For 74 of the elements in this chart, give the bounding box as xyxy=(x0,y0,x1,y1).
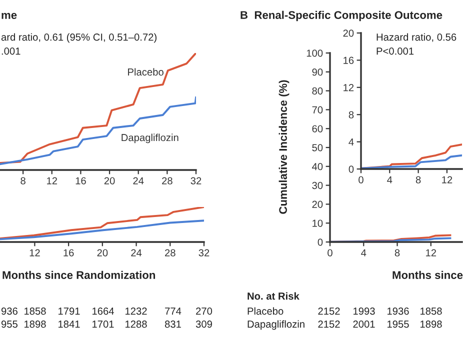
text: 309 xyxy=(196,320,212,328)
x-tick-label: 24 xyxy=(131,249,142,256)
annotation: Hazard ratio, 0.56 xyxy=(376,33,456,42)
text: Placebo xyxy=(248,307,284,315)
text: 1701 xyxy=(92,320,114,328)
y-tick-label: 12 xyxy=(344,84,354,92)
x-tick-label: 24 xyxy=(133,177,144,184)
x-tick-label: 4 xyxy=(387,176,392,184)
x-tick-label: 8 xyxy=(20,177,26,184)
x-tick-label: 32 xyxy=(190,177,202,184)
text: 1936 xyxy=(387,308,409,315)
text: Dapagliflozin xyxy=(248,320,304,330)
x-tick-label: 32 xyxy=(198,249,210,256)
y-tick-label: 16 xyxy=(344,56,354,64)
text: 774 xyxy=(165,308,182,315)
text: 1288 xyxy=(125,320,147,328)
text: 1898 xyxy=(420,320,442,328)
x-tick-label: 12 xyxy=(442,176,452,184)
text: ard ratio, 0.61 (95% CI, 0.51–0.72) xyxy=(1,33,156,43)
y-tick-label: 20 xyxy=(312,200,323,208)
y-tick-label: 60 xyxy=(312,125,323,132)
y-tick-label: 20 xyxy=(343,30,354,37)
text: 1993 xyxy=(353,308,375,315)
y-tick-label: 10 xyxy=(312,220,323,227)
y-axis-title: Cumulative Incidence (%) xyxy=(278,80,290,214)
text: 2152 xyxy=(318,308,340,315)
y-tick-label: 70 xyxy=(312,106,323,114)
y-tick-label: 80 xyxy=(312,87,323,95)
text: 2001 xyxy=(353,320,375,328)
x-tick-label: 28 xyxy=(162,177,172,184)
series-label: Dapagliflozin xyxy=(122,134,178,144)
chart-title: me xyxy=(2,12,17,19)
x-tick-label: 20 xyxy=(97,249,108,256)
x-tick-label: 0 xyxy=(358,176,364,184)
y-tick-label: 40 xyxy=(312,162,323,170)
x-axis-title: Months since xyxy=(392,270,463,279)
x-tick-label: 16 xyxy=(76,177,86,184)
y-tick-label: 50 xyxy=(312,144,323,152)
x-tick-label: 28 xyxy=(165,249,176,256)
x-tick-label: 12 xyxy=(426,249,436,256)
text: 936 xyxy=(1,308,18,315)
text: 270 xyxy=(196,308,212,315)
y-tick-label: 0 xyxy=(318,238,323,246)
text: 1791 xyxy=(58,308,80,315)
text: No. at Risk xyxy=(248,292,300,300)
x-axis-title: Months since Randomization xyxy=(2,270,156,279)
text: 1858 xyxy=(24,308,46,315)
x-tick-label: 20 xyxy=(104,177,115,184)
annotation: .001 xyxy=(2,48,20,55)
text: 1232 xyxy=(125,308,147,315)
x-tick-label: 12 xyxy=(47,177,58,184)
x-tick-label: 0 xyxy=(328,249,332,256)
y-tick-label: 90 xyxy=(312,68,323,76)
y-tick-label: 30 xyxy=(312,182,323,190)
text: 1841 xyxy=(58,320,80,328)
x-tick-label: 8 xyxy=(416,176,421,184)
y-tick-label: 4 xyxy=(348,138,354,146)
x-tick-label: 16 xyxy=(64,249,74,256)
x-tick-label: 8 xyxy=(394,249,400,256)
x-tick-label: 12 xyxy=(30,249,40,256)
text: 1955 xyxy=(387,320,409,328)
series-label: Placebo xyxy=(128,68,164,76)
y-tick-label: 100 xyxy=(306,50,323,57)
y-tick-label: 0 xyxy=(348,166,354,173)
x-tick-label: 4 xyxy=(361,249,366,256)
text: 2152 xyxy=(318,320,340,328)
text: 1664 xyxy=(92,308,114,315)
y-tick-label: 8 xyxy=(348,111,354,118)
text: 1858 xyxy=(420,308,442,315)
annotation: P<0.001 xyxy=(376,48,414,55)
text: 831 xyxy=(164,320,181,328)
text: 955 xyxy=(1,320,18,328)
text: 1898 xyxy=(24,320,46,328)
chart-title: B Renal-Specific Composite Outcome xyxy=(240,10,442,22)
